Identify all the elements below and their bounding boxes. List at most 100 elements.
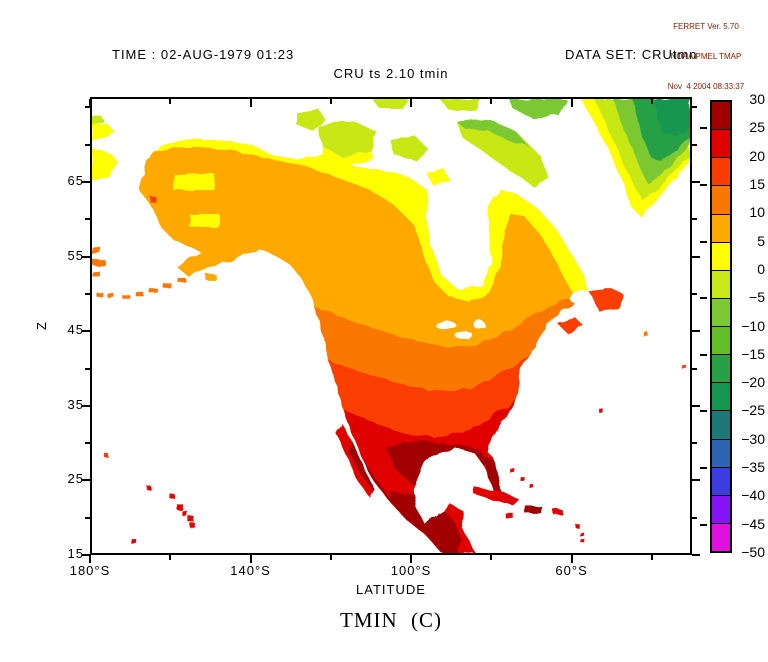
kodiak-island: [205, 273, 216, 280]
credit-org-line: NOAA/PMEL TMAP: [670, 52, 742, 61]
axis-tick: [692, 330, 700, 333]
y-tick-label: 35: [67, 396, 84, 412]
colorbar-level-label: 15: [749, 175, 765, 192]
axis-tick: [692, 218, 697, 221]
axis-tick: [85, 106, 90, 109]
colorbar-tick: [700, 240, 707, 243]
colorbar-tick: [700, 410, 707, 413]
axis-tick: [82, 181, 90, 184]
axis-tick: [82, 330, 90, 333]
colorbar-cell: [712, 327, 730, 356]
colorbar-cell: [712, 383, 730, 412]
aleutian-islands: [95, 273, 216, 299]
axis-tick: [692, 255, 700, 258]
axis-tick: [85, 143, 90, 146]
colorbar-level-label: 30: [749, 91, 765, 107]
ellesmere-island: [509, 99, 567, 119]
axis-tick: [85, 367, 90, 370]
colorbar-level-label: 10: [749, 204, 765, 221]
axis-tick: [692, 181, 700, 184]
axis-tick: [692, 479, 700, 482]
axis-tick: [82, 554, 90, 556]
axis-tick: [82, 404, 90, 407]
colorbar-tick: [700, 523, 707, 526]
axis-tick: [410, 555, 413, 563]
colorbar-tick: [700, 297, 707, 300]
x-tick-label: 180°S: [69, 563, 111, 578]
map-art: [92, 99, 690, 553]
axis-tick: [692, 106, 697, 109]
baffin-island-north: [457, 118, 530, 147]
axis-tick: [692, 554, 700, 556]
colorbar-level-label: −20: [741, 374, 765, 391]
colorbar-cell: [712, 158, 730, 187]
colorbar-level-label: 25: [749, 119, 765, 136]
map-region-mainland: [139, 138, 589, 553]
colorbar-tick: [700, 467, 707, 470]
devon-island: [439, 99, 482, 111]
colorbar: 30 25 20 15 10 5 0 −5 −10 −15 −20 −25 −30 −35 −40 −45 −5…: [698, 91, 768, 560]
rockies-cold-patches: [237, 289, 297, 446]
banks-island: [296, 108, 327, 131]
victoria-island: [318, 120, 377, 159]
map-plot-area: [90, 97, 692, 555]
colorbar-level-label: −40: [741, 487, 765, 504]
axis-tick: [650, 99, 653, 104]
axis-tick: [692, 516, 697, 519]
lakes: [435, 290, 589, 339]
colorbar-cell: [712, 102, 730, 131]
axis-tick: [89, 99, 91, 107]
dataset-label: DATA SET: CRUtmn: [565, 47, 698, 62]
axis-tick: [82, 255, 90, 258]
colorbar-cell: [712, 523, 730, 551]
credit-date-line: Nov 4 2004 08:33:37: [667, 82, 745, 91]
alaska-patches: [149, 174, 220, 227]
axis-tick: [692, 442, 697, 445]
colorbar-tick: [700, 127, 707, 130]
colorbar-level-label: 5: [757, 232, 765, 249]
colorbar-level-label: 0: [757, 260, 765, 277]
ferret-credit: FERRET Ver. 5.70 NOAA/PMEL TMAP Nov 4 20…: [646, 2, 766, 112]
colorbar-title: TMIN (C): [340, 608, 442, 632]
axis-tick: [169, 99, 172, 104]
temp-blob-darkred-florida: [485, 457, 504, 496]
colorbar-level-label: −25: [741, 402, 765, 419]
king-william-island: [390, 136, 428, 161]
axis-tick: [329, 555, 332, 560]
jamaica: [505, 513, 514, 519]
axis-tick: [650, 555, 653, 560]
colorbar-level-label: −45: [741, 515, 765, 532]
axis-tick: [249, 555, 252, 563]
axis-tick: [692, 143, 697, 146]
axis-tick: [570, 555, 573, 563]
map-region-greenland: [580, 99, 690, 216]
colorbar-cell: [712, 439, 730, 468]
colorbar-tick: [700, 183, 707, 186]
map-region-arctic-islands: [296, 99, 567, 187]
newfoundland: [590, 287, 625, 312]
x-tick-label: 100°S: [390, 563, 432, 578]
y-tick-label: 45: [67, 322, 84, 338]
colorbar-level-label: −35: [741, 459, 765, 476]
x-axis-label: LATITUDE: [356, 582, 426, 597]
hispaniola: [525, 505, 541, 514]
y-tick-label: 15: [67, 546, 84, 561]
axis-tick: [82, 479, 90, 482]
southampton-island: [425, 168, 450, 187]
colorbar-cell: [712, 298, 730, 327]
colorbar-level-label: −5: [749, 289, 765, 306]
axis-tick: [692, 367, 697, 370]
axis-tick: [169, 555, 172, 560]
colorbar-level-label: −10: [741, 317, 765, 334]
colorbar-cells: [710, 100, 732, 553]
y-tick-label: 55: [67, 247, 84, 263]
colorbar-cell: [712, 214, 730, 243]
axis-tick: [89, 555, 91, 563]
cuba: [473, 487, 520, 506]
axis-tick: [85, 218, 90, 221]
axis-tick: [490, 99, 493, 104]
axis-tick: [570, 99, 573, 107]
hawaii-islands: [103, 452, 195, 545]
axis-tick: [85, 292, 90, 295]
time-label: TIME : 02-AUG-1979 01:23: [112, 47, 295, 62]
